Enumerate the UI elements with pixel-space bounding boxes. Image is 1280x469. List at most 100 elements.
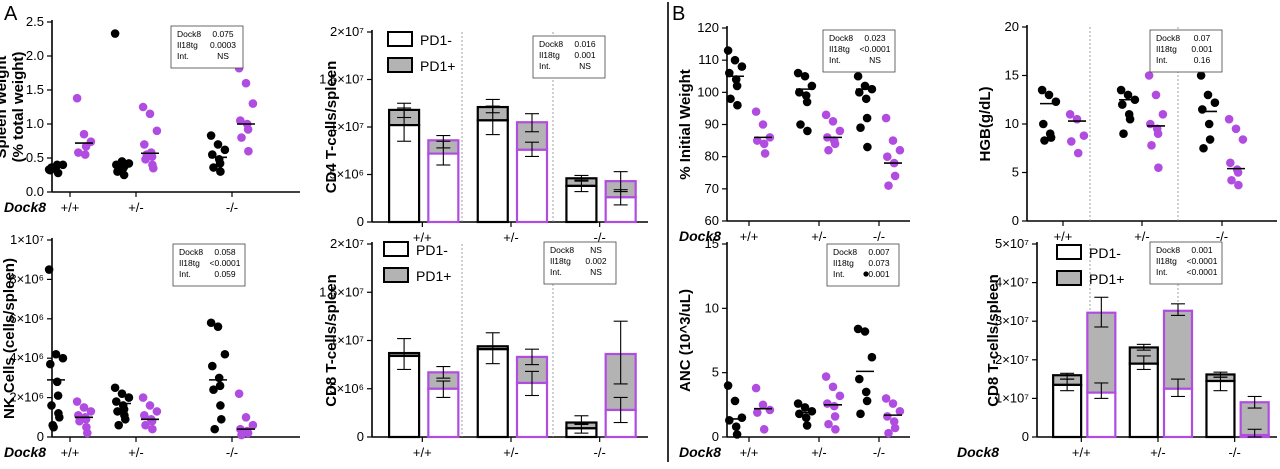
data-point-purple — [72, 397, 82, 406]
data-point-black — [213, 140, 223, 149]
stats-value: 0.16 — [1194, 55, 1211, 65]
data-point-purple — [821, 372, 831, 381]
data-point-purple — [753, 408, 762, 417]
y-tick-label: 110 — [698, 52, 719, 67]
data-point-black — [208, 361, 217, 371]
panel-a-label: A — [4, 3, 18, 25]
chart-cd4: 0 5×10⁶ 1×10⁷ 1.5×10⁷ 2×10⁷ CD4 T-cells/splee… — [319, 24, 648, 245]
stats-value: NS — [217, 51, 229, 61]
chart-cd8a: 0 5×10⁶ 1×10⁷ 1.5×10⁷ 2×10⁷ CD8 T-cells/splee… — [319, 236, 648, 460]
stats-label: Dock8 — [833, 247, 857, 257]
data-point-black — [1125, 114, 1135, 124]
y-tick-label: 1×10⁷ — [330, 119, 364, 134]
data-point-black — [731, 75, 741, 84]
data-point-purple — [823, 399, 832, 408]
stats-label: Dock8 — [177, 29, 201, 39]
y-tick-label: 0 — [1012, 213, 1019, 228]
data-point-purple — [835, 391, 845, 401]
data-point-black — [209, 385, 218, 395]
x-tick-label: -/- — [873, 229, 885, 244]
y-tick-label: 8×10⁶ — [9, 271, 44, 286]
data-point-black — [725, 68, 734, 78]
stats-value: 0.001 — [1191, 245, 1213, 255]
data-point-purple — [152, 126, 162, 136]
data-point-purple — [881, 113, 891, 123]
data-point-purple — [829, 401, 839, 411]
data-point-purple — [759, 139, 769, 149]
data-point-black — [723, 46, 733, 55]
data-point-purple — [883, 152, 892, 161]
data-point-black — [1204, 119, 1214, 129]
data-point-purple — [753, 136, 762, 145]
data-point-black — [217, 414, 226, 424]
x-tick-label: +/- — [128, 200, 144, 215]
data-point-purple — [241, 78, 251, 88]
data-point-purple — [824, 145, 833, 155]
data-point-black — [58, 353, 68, 363]
legend-label-pd1neg: PD1- — [416, 242, 448, 258]
data-point-purple — [1226, 158, 1235, 168]
legend-swatch-pd1neg — [387, 31, 413, 47]
data-point-black — [730, 55, 740, 65]
dock8-label: Dock8 — [4, 199, 46, 215]
data-point-black — [1051, 97, 1061, 106]
data-point-black — [220, 145, 230, 155]
x-tick-label: +/+ — [61, 445, 80, 460]
data-point-purple — [1224, 114, 1234, 124]
y-tick-label: 2.0 — [26, 48, 44, 63]
data-point-black — [803, 126, 812, 136]
data-point-black — [1037, 85, 1047, 95]
stats-value: 0.073 — [868, 258, 890, 268]
x-tick-label: +/+ — [61, 200, 80, 215]
data-point-purple — [244, 146, 253, 156]
dock8-label: Dock8 — [957, 444, 999, 460]
stats-box — [1149, 29, 1223, 73]
data-point-black — [46, 359, 55, 369]
data-point-purple — [828, 382, 838, 392]
data-point-purple — [830, 139, 840, 149]
y-tick-label: 0 — [357, 429, 364, 444]
legend-swatch-pd1pos — [387, 57, 413, 73]
y-tick-label: 70 — [705, 181, 719, 196]
y-tick-label: 1.5×10⁷ — [319, 284, 364, 299]
data-point-purple — [824, 419, 833, 429]
data-point-black — [733, 100, 742, 110]
bar-pd1neg — [1086, 391, 1117, 439]
data-point-purple — [149, 163, 158, 173]
stats-label: Int. — [550, 267, 562, 277]
y-tick-label: 5×10⁶ — [329, 381, 364, 396]
y-tick-label: 6×10⁶ — [9, 311, 44, 326]
chart-weight: 60 70 80 90 100 110 120 % Initial Weight +/+ +/- -… — [677, 20, 910, 244]
bar-pd1neg — [427, 152, 460, 224]
data-point-black — [801, 413, 811, 423]
data-point-black — [732, 430, 742, 439]
y-tick-label: 1×10⁷ — [995, 390, 1029, 405]
y-tick-label: 60 — [705, 213, 719, 228]
data-point-purple — [138, 102, 148, 112]
data-point-black — [856, 409, 865, 419]
y-tick-label: 1.5 — [26, 82, 44, 97]
stats-value: 0.059 — [214, 269, 236, 279]
data-point-black — [1040, 136, 1049, 145]
legend-swatch-pd1neg — [1056, 244, 1082, 260]
y-tick-label: 1×10⁷ — [10, 232, 44, 247]
legend-label-pd1neg: PD1- — [420, 32, 452, 48]
data-point-purple — [831, 424, 840, 434]
stats-value: NS — [590, 245, 602, 255]
data-point-black — [855, 88, 864, 97]
data-point-purple — [81, 142, 91, 151]
data-point-purple — [765, 405, 775, 415]
x-tick-label: +/+ — [1054, 229, 1073, 244]
data-point-purple — [1154, 163, 1163, 172]
dock8-label: Dock8 — [4, 444, 46, 460]
data-point-purple — [140, 140, 149, 149]
data-point-purple — [884, 181, 893, 190]
x-tick-label: -/- — [594, 445, 606, 460]
legend-label-pd1pos: PD1+ — [420, 58, 455, 74]
y-tick-label: 1×10⁷ — [330, 333, 364, 348]
x-tick-label: -/- — [873, 445, 885, 460]
data-point-purple — [1067, 137, 1076, 146]
data-point-black — [861, 94, 871, 104]
data-point-black — [737, 62, 747, 71]
